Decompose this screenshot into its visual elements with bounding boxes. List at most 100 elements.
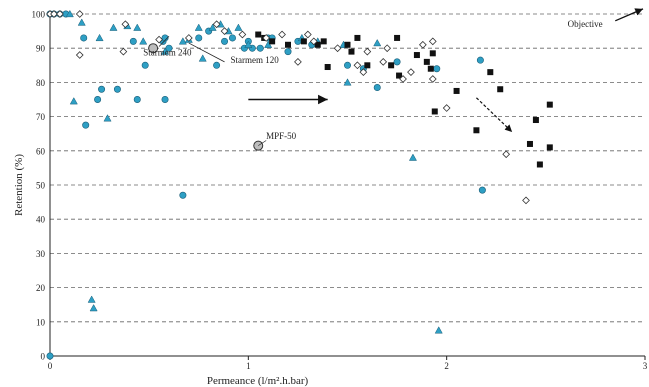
circle-point (195, 34, 203, 42)
triangle-point (234, 23, 243, 31)
square-point (431, 108, 438, 115)
y-tick-label: 40 (36, 215, 46, 225)
triangle-point (133, 23, 142, 31)
square-point (324, 64, 331, 71)
label-starmem-120: Starmem 120 (230, 55, 279, 65)
diamond-point (262, 34, 271, 42)
diamond-point (383, 44, 392, 53)
triangle-point (178, 37, 187, 45)
square-point (255, 31, 262, 38)
circle-point (46, 352, 54, 360)
diamond-point (442, 104, 451, 112)
trend-arrow-dashed (476, 97, 513, 133)
diamond-point (238, 30, 247, 39)
triangle-point (109, 23, 118, 31)
circle-point (113, 85, 121, 93)
diamond-point (119, 47, 128, 56)
square-point (423, 58, 430, 65)
circle-point (94, 96, 102, 104)
label-mpf-50: MPF-50 (266, 131, 297, 141)
triangle-point (161, 47, 170, 55)
triangle-point (194, 23, 203, 31)
triangle-point (77, 18, 86, 26)
square-point (429, 50, 436, 57)
triangle-point (434, 326, 443, 334)
objective-arrow (614, 8, 644, 22)
diamond-point (50, 10, 58, 18)
circle-point (343, 61, 351, 69)
circle-point (433, 65, 441, 73)
diamond-point (220, 27, 229, 35)
circle-point (213, 61, 221, 69)
y-tick-label: 10 (36, 317, 46, 327)
diamond-point (407, 68, 415, 77)
square-point (348, 48, 355, 55)
y-tick-label: 90 (36, 44, 46, 54)
diamond-point (303, 30, 312, 39)
square-point (396, 72, 403, 79)
square-point (546, 144, 553, 151)
label-starmem-240: Starmem 240 (143, 48, 192, 58)
x-axis-title: Permeance (l/m².h.bar) (207, 375, 309, 387)
triangle-point (103, 114, 112, 122)
triangle-point (408, 153, 417, 161)
circle-point (393, 58, 401, 66)
triangle-point (208, 23, 217, 31)
circle-point (478, 186, 486, 194)
circle-point (98, 85, 106, 93)
x-tick-label: 3 (643, 361, 648, 371)
diamond-point (353, 61, 362, 70)
x-tick-label: 0 (48, 361, 53, 371)
square-point (532, 117, 539, 124)
y-axis-title: Retention (%) (13, 154, 25, 216)
square-point (314, 41, 321, 48)
circle-point (284, 48, 292, 56)
diamond-point (363, 47, 372, 56)
triangle-point (139, 37, 148, 45)
diamond-point (428, 37, 437, 46)
triangle-point (198, 54, 207, 62)
diamond-point (278, 30, 286, 39)
circle-point (373, 84, 381, 92)
square-point (285, 41, 291, 48)
square-point (546, 101, 553, 108)
circle-point (141, 61, 149, 69)
diamond-point (294, 58, 302, 66)
annotation-leader (158, 35, 170, 47)
circle-point (82, 121, 90, 129)
annotation-leader (188, 42, 225, 63)
diamond-point (75, 10, 84, 18)
diamond-point (333, 44, 342, 53)
circle-point (161, 34, 169, 42)
circle-point (133, 96, 141, 104)
square-point (526, 140, 533, 147)
square-point (364, 62, 371, 69)
diamond-point (502, 150, 511, 159)
label-objective: Objective (568, 19, 603, 29)
y-tick-label: 0 (41, 352, 46, 362)
y-tick-label: 70 (36, 112, 46, 122)
diamond-point (121, 20, 130, 29)
diamond-point (75, 51, 84, 59)
diamond-point (399, 75, 407, 83)
square-point (388, 62, 395, 69)
circle-point (221, 37, 229, 45)
x-tick-label: 2 (444, 361, 449, 371)
y-tick-label: 80 (36, 78, 46, 88)
triangle-point (95, 33, 104, 42)
square-point (536, 161, 543, 168)
square-point (394, 34, 401, 41)
triangle-point (373, 38, 382, 47)
diamond-point (522, 196, 530, 205)
diamond-point (379, 58, 388, 66)
circle-point (80, 34, 88, 42)
circle-point (161, 96, 169, 104)
annotation-leader (258, 140, 267, 146)
triangle-point (89, 304, 98, 312)
y-tick-label: 60 (36, 146, 46, 156)
y-tick-label: 30 (36, 249, 46, 259)
y-tick-label: 50 (36, 181, 46, 191)
circle-point (476, 56, 484, 64)
square-point (269, 38, 276, 45)
square-point (497, 86, 504, 93)
